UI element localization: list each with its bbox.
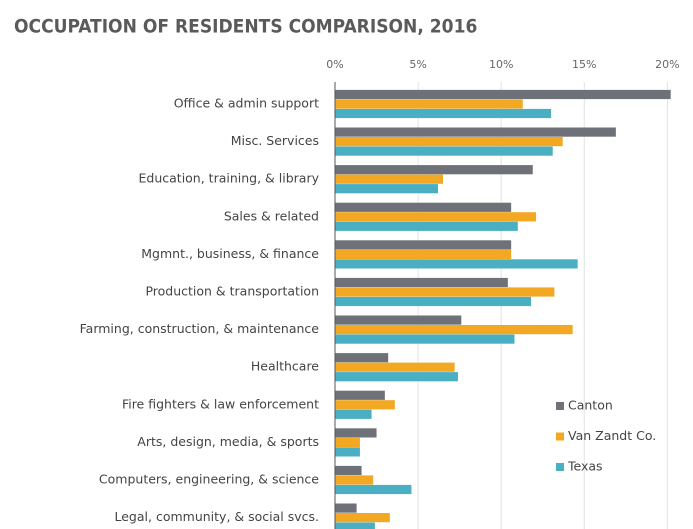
y-tick-label: Education, training, & library <box>139 171 320 186</box>
x-tick-label: 5% <box>409 58 426 71</box>
legend-swatch <box>556 402 564 410</box>
legend-label: Canton <box>568 398 613 413</box>
bar <box>335 522 375 529</box>
bar <box>335 287 555 297</box>
bar <box>335 437 360 447</box>
bar <box>335 212 537 222</box>
y-tick-label: Healthcare <box>251 359 319 374</box>
bar <box>335 277 508 288</box>
y-tick-label: Mgmnt., business, & finance <box>141 246 319 261</box>
y-tick-label: Fire fighters & law enforcement <box>122 396 319 411</box>
y-tick-label: Office & admin support <box>174 96 319 111</box>
bar <box>335 503 357 513</box>
legend-label: Texas <box>567 459 603 474</box>
x-tick-label: 0% <box>326 58 343 71</box>
y-tick-label: Legal, community, & social svcs. <box>115 509 320 524</box>
x-tick-label: 10% <box>489 58 513 71</box>
bar <box>335 137 563 147</box>
chart-title: OCCUPATION OF RESIDENTS COMPARISON, 2016 <box>14 16 477 38</box>
bar <box>335 146 553 156</box>
y-tick-label: Computers, engineering, & science <box>99 472 319 487</box>
bar <box>335 428 377 438</box>
y-tick-label: Arts, design, media, & sports <box>137 434 319 449</box>
bar <box>335 240 512 250</box>
bar <box>335 362 455 372</box>
bar <box>335 184 439 194</box>
bar <box>335 390 385 400</box>
bar <box>335 127 616 137</box>
bar <box>335 249 512 259</box>
bar <box>335 372 458 382</box>
bar <box>335 165 533 175</box>
y-tick-label: Production & transportation <box>145 284 319 299</box>
y-tick-label: Sales & related <box>224 208 319 223</box>
bar <box>335 259 578 269</box>
bar <box>335 202 512 212</box>
bar <box>335 484 412 495</box>
bar <box>335 174 444 184</box>
bar <box>335 353 389 363</box>
bar <box>335 296 532 307</box>
x-tick-label: 15% <box>572 58 596 71</box>
bar <box>335 221 518 231</box>
bar <box>335 409 372 419</box>
bar <box>335 513 390 523</box>
bar <box>335 475 374 485</box>
bar <box>335 400 395 410</box>
bar <box>335 447 360 457</box>
legend-swatch <box>556 432 564 441</box>
bar <box>335 465 362 476</box>
bar <box>335 89 671 100</box>
bar <box>335 315 462 325</box>
bar <box>335 334 515 344</box>
legend-swatch <box>556 463 564 471</box>
x-tick-label: 20% <box>655 58 679 71</box>
bar <box>335 325 573 335</box>
y-tick-label: Misc. Services <box>231 133 319 148</box>
y-tick-label: Farming, construction, & maintenance <box>80 321 320 336</box>
legend-label: Van Zandt Co. <box>568 428 656 443</box>
bar <box>335 108 552 119</box>
bar <box>335 99 523 109</box>
